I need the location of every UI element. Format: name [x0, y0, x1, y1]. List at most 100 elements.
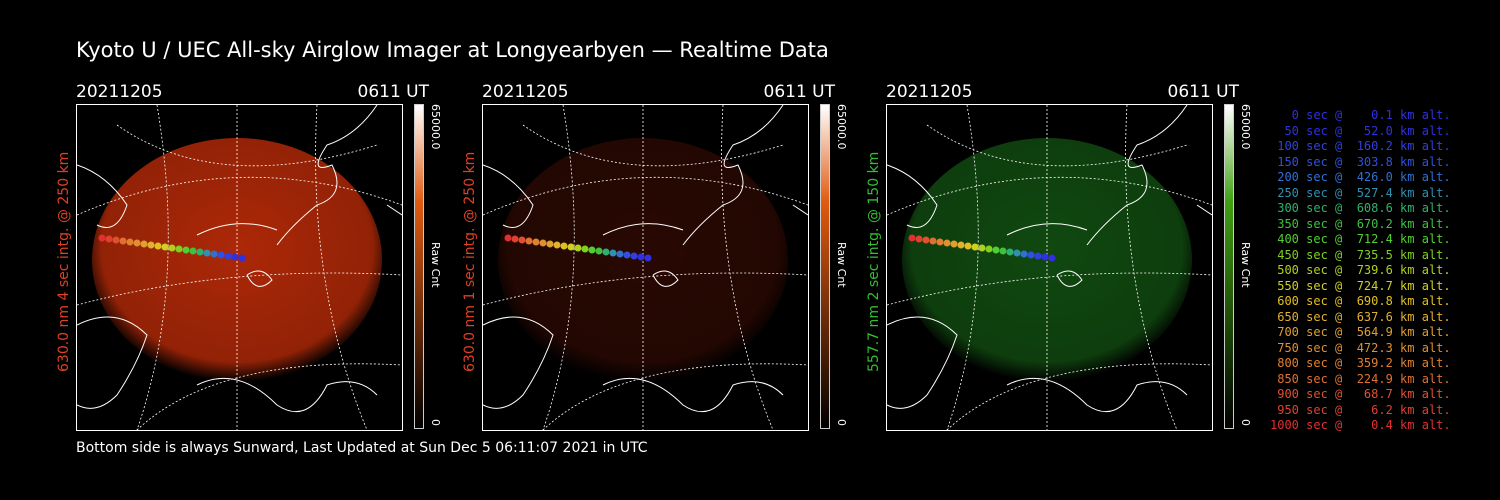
colorbar-min: 0 — [1239, 419, 1252, 426]
footer-note: Bottom side is always Sunward, Last Upda… — [76, 440, 648, 456]
trajectory-point — [922, 236, 930, 244]
legend-entry: 550 sec @ 724.7 km alt. — [1270, 278, 1451, 293]
colorbar-unit: Raw Cnt — [429, 242, 442, 288]
panel-channel-label: 557.7 nm 2 sec intg. @ 150 km — [866, 151, 882, 372]
trajectory-point — [168, 244, 176, 252]
trajectory-point — [595, 247, 603, 255]
allsky-image — [76, 104, 403, 431]
trajectory-point — [992, 246, 1000, 254]
colorbar-unit: Raw Cnt — [835, 242, 848, 288]
trajectory-point — [231, 253, 239, 261]
panel-channel-label: 630.0 nm 1 sec intg. @ 250 km — [462, 151, 478, 372]
trajectory-point — [964, 242, 972, 250]
trajectory-point — [957, 241, 965, 249]
legend-entry: 850 sec @ 224.9 km alt. — [1270, 371, 1451, 386]
legend-entry: 0 sec @ 0.1 km alt. — [1270, 108, 1451, 122]
trajectory-point — [567, 243, 575, 251]
legend-entry: 650 sec @ 637.6 km alt. — [1270, 309, 1451, 324]
trajectory-point — [196, 248, 204, 256]
trajectory-point — [546, 240, 554, 248]
trajectory-point — [929, 237, 937, 245]
legend-entry: 750 sec @ 472.3 km alt. — [1270, 340, 1451, 355]
trajectory-point — [126, 238, 134, 246]
trajectory-point — [539, 239, 547, 247]
imager-panel-1: 630.0 nm 4 sec intg. @ 250 km 20211205 061… — [56, 82, 442, 432]
trajectory-point — [637, 253, 645, 261]
trajectory-point — [511, 235, 519, 243]
panel-date: 20211205 — [482, 82, 569, 102]
legend-entry: 800 sec @ 359.2 km alt. — [1270, 356, 1451, 370]
trajectory-point — [504, 234, 512, 242]
trajectory-point — [532, 238, 540, 246]
colorbar — [1224, 104, 1234, 429]
trajectory-point — [1006, 248, 1014, 256]
trajectory-point — [1034, 252, 1042, 260]
colorbar-max: 65000.0 — [1239, 104, 1252, 150]
legend-entry: 150 sec @ 303.8 km alt. — [1270, 154, 1451, 169]
panel-time: 0611 UT — [357, 82, 430, 102]
allsky-image — [482, 104, 809, 431]
trajectory-point — [908, 234, 916, 242]
imager-panel-2: 630.0 nm 1 sec intg. @ 250 km 20211205 061… — [462, 82, 848, 432]
altitude-legend: 0 sec @ 0.1 km alt. 50 sec @ 52.0 km alt… — [1270, 108, 1451, 434]
panel-date: 20211205 — [76, 82, 163, 102]
trajectory-point — [581, 245, 589, 253]
allsky-image — [886, 104, 1213, 431]
trajectory-point — [943, 239, 951, 247]
trajectory-point — [588, 246, 596, 254]
trajectory-point — [985, 245, 993, 253]
trajectory-point — [553, 241, 561, 249]
panel-time: 0611 UT — [1167, 82, 1240, 102]
trajectory-point — [978, 244, 986, 252]
trajectory-point — [602, 248, 610, 256]
legend-entry: 900 sec @ 68.7 km alt. — [1270, 387, 1451, 401]
legend-entry: 600 sec @ 690.8 km alt. — [1270, 294, 1451, 308]
trajectory-point — [147, 241, 155, 249]
legend-entry: 1000 sec @ 0.4 km alt. — [1270, 418, 1451, 432]
legend-entry: 400 sec @ 712.4 km alt. — [1270, 232, 1451, 246]
trajectory-point — [161, 243, 169, 251]
legend-entry: 250 sec @ 527.4 km alt. — [1270, 185, 1451, 200]
trajectory-point — [1020, 250, 1028, 258]
trajectory-point — [119, 237, 127, 245]
trajectory-point — [112, 236, 120, 244]
trajectory-point — [1027, 251, 1035, 259]
trajectory-point — [189, 247, 197, 255]
legend-entry: 700 sec @ 564.9 km alt. — [1270, 325, 1451, 339]
page-title: Kyoto U / UEC All-sky Airglow Imager at … — [76, 38, 829, 62]
colorbar-max: 65000.0 — [429, 104, 442, 150]
trajectory-point — [1048, 254, 1056, 262]
legend-entry: 950 sec @ 6.2 km alt. — [1270, 402, 1451, 417]
legend-entry: 100 sec @ 160.2 km alt. — [1270, 139, 1451, 153]
trajectory-point — [140, 240, 148, 248]
trajectory-point — [950, 240, 958, 248]
colorbar-min: 0 — [835, 419, 848, 426]
trajectory-point — [98, 234, 106, 242]
trajectory-point — [182, 246, 190, 254]
trajectory-point — [203, 249, 211, 257]
trajectory-point — [644, 254, 652, 262]
trajectory-point — [518, 236, 526, 244]
legend-entry: 50 sec @ 52.0 km alt. — [1270, 123, 1451, 138]
trajectory-point — [609, 249, 617, 257]
colorbar — [820, 104, 830, 429]
trajectory-point — [623, 251, 631, 259]
trajectory-point — [224, 252, 232, 260]
panel-time: 0611 UT — [763, 82, 836, 102]
trajectory-point — [560, 242, 568, 250]
trajectory-point — [630, 252, 638, 260]
colorbar-min: 0 — [429, 419, 442, 426]
colorbar — [414, 104, 424, 429]
panel-date: 20211205 — [886, 82, 973, 102]
trajectory-point — [1041, 253, 1049, 261]
legend-entry: 450 sec @ 735.5 km alt. — [1270, 247, 1451, 262]
legend-entry: 300 sec @ 608.6 km alt. — [1270, 201, 1451, 215]
trajectory-point — [936, 238, 944, 246]
trajectory-point — [971, 243, 979, 251]
trajectory-point — [616, 250, 624, 258]
trajectory-point — [105, 235, 113, 243]
legend-entry: 200 sec @ 426.0 km alt. — [1270, 170, 1451, 184]
legend-entry: 500 sec @ 739.6 km alt. — [1270, 263, 1451, 277]
panel-channel-label: 630.0 nm 4 sec intg. @ 250 km — [56, 151, 72, 372]
trajectory-point — [525, 237, 533, 245]
